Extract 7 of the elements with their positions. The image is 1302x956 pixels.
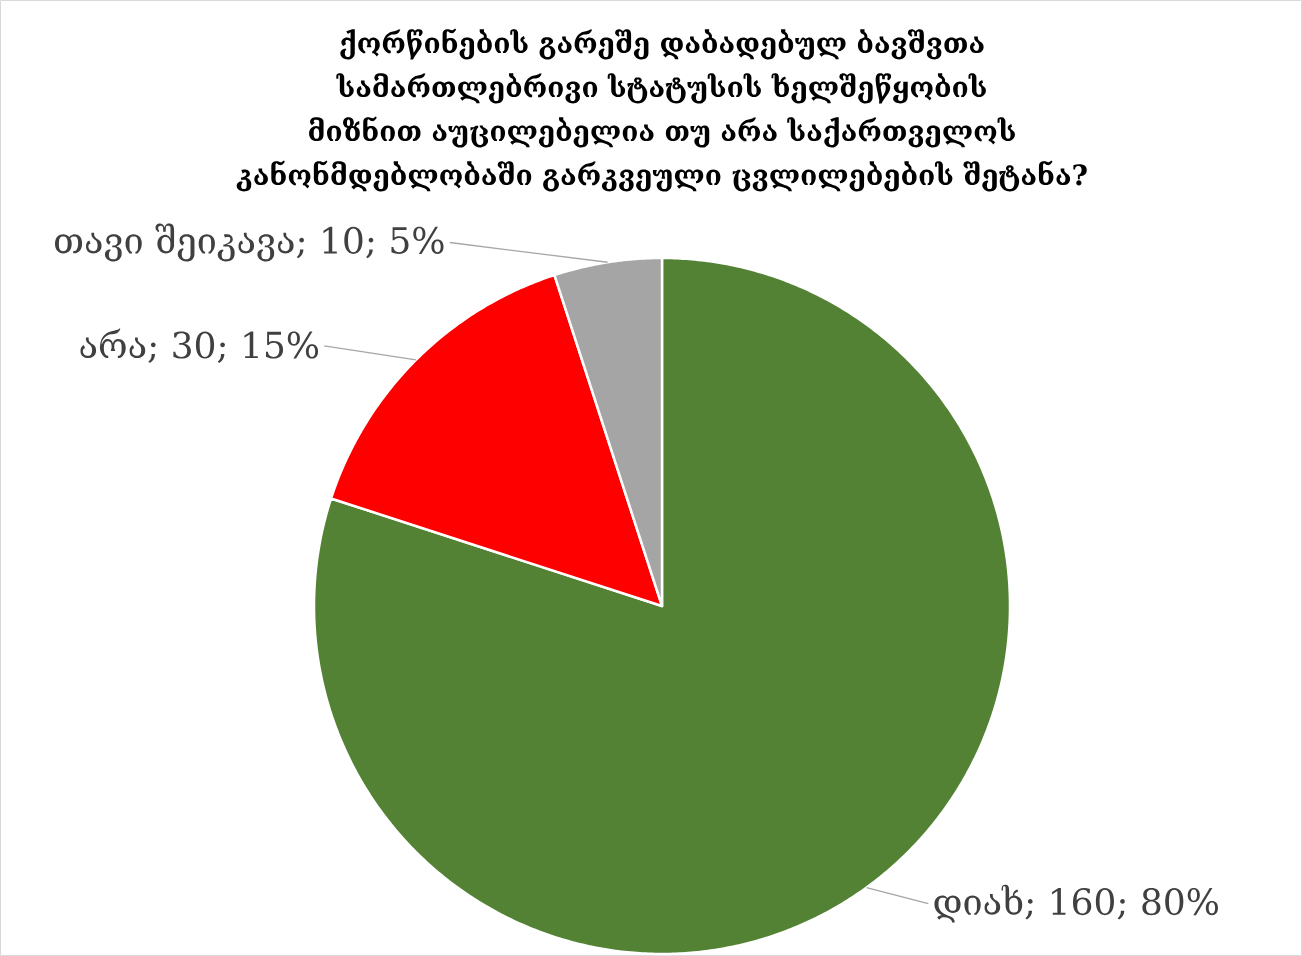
data-label: ; 10; 5% bbox=[296, 226, 444, 259]
data-label: ; 160; 80% bbox=[1025, 887, 1218, 920]
chart-title: ქორწინების გარეშე დაბადებულ ბავშვთა სამართლებრივი სტატუსის ხელშეწყობის მიზნით აუცილებელია თუ არა საქართველოს კანონმდებლობაში გარკვეული ცვლილებების შეტანა? bbox=[236, 28, 1087, 192]
data-label: ; 30; 15% bbox=[148, 331, 319, 364]
slice-label: თავი შეიკავა bbox=[54, 223, 294, 262]
slice-label: დიახ bbox=[934, 884, 1023, 923]
slice-label: არა bbox=[80, 328, 146, 359]
